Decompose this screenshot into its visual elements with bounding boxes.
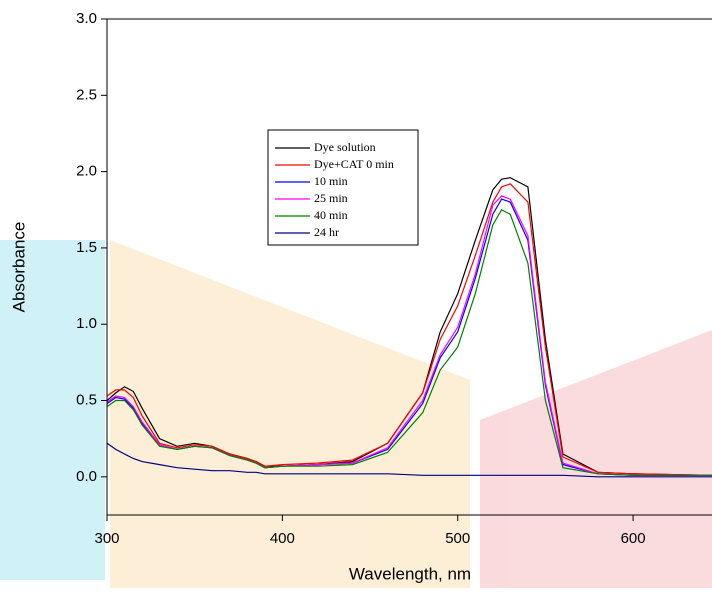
legend-label: 25 min	[314, 191, 348, 205]
y-axis-label: Absorbance	[9, 222, 28, 313]
x-axis-label: Wavelength, nm	[349, 564, 471, 583]
y-tick-label: 0.5	[76, 392, 97, 409]
y-tick-label: 1.0	[76, 315, 97, 332]
x-tick-label: 400	[270, 530, 295, 547]
legend-label: 10 min	[314, 174, 348, 188]
series-line	[107, 209, 712, 476]
watermark	[0, 240, 712, 588]
legend: Dye solution Dye+CAT 0 min 10 min 25 min 40 …	[267, 129, 419, 246]
y-tick-label: 0.0	[76, 468, 97, 485]
series-line	[107, 442, 712, 478]
y-tick-label: 2.5	[76, 86, 97, 103]
series-line	[107, 177, 712, 476]
legend-label: 40 min	[314, 208, 348, 222]
legend-label: Dye solution	[314, 140, 376, 154]
x-tick-label: 500	[445, 530, 470, 547]
y-tick-label: 2.0	[76, 163, 97, 180]
series-line	[107, 195, 712, 476]
series-line	[107, 183, 712, 476]
legend-label: 24 hr	[314, 225, 339, 239]
x-tick-label: 300	[94, 530, 119, 547]
plot-lines	[107, 177, 712, 478]
legend-box	[267, 129, 419, 246]
legend-label: Dye+CAT 0 min	[314, 157, 394, 171]
y-tick-label: 3.0	[76, 10, 97, 27]
x-tick-label: 600	[621, 530, 646, 547]
y-tick-label: 1.5	[76, 239, 97, 256]
